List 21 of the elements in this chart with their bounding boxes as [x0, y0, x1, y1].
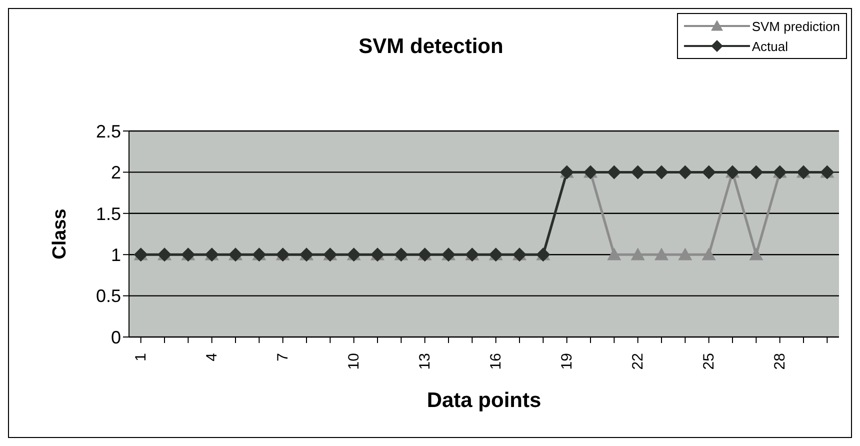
y-tick-label: 2	[110, 162, 121, 183]
x-tick-label: 10	[345, 353, 362, 370]
legend-label: Actual	[752, 38, 788, 54]
x-tick-label: 25	[700, 353, 718, 370]
x-tick-label: 19	[558, 353, 576, 370]
x-tick-label: 16	[487, 353, 504, 370]
y-tick-label: 0	[110, 327, 121, 348]
y-tick-label: 1.5	[96, 204, 121, 224]
y-tick-label: 2.5	[96, 121, 121, 142]
x-tick-label: 1	[132, 353, 150, 362]
x-tick-label: 4	[203, 353, 220, 362]
x-tick-label: 13	[416, 353, 434, 370]
x-tick-label: 28	[771, 353, 788, 370]
y-axis-title: Class	[50, 208, 71, 260]
chart-title: SVM detection	[358, 35, 504, 58]
x-tick-label: 22	[629, 353, 646, 370]
x-axis-title: Data points	[426, 389, 542, 412]
x-tick-label: 7	[274, 353, 292, 362]
legend-label: SVM prediction	[752, 18, 840, 34]
y-tick-label: 1	[110, 244, 121, 265]
y-tick-label: 0.5	[96, 286, 121, 306]
